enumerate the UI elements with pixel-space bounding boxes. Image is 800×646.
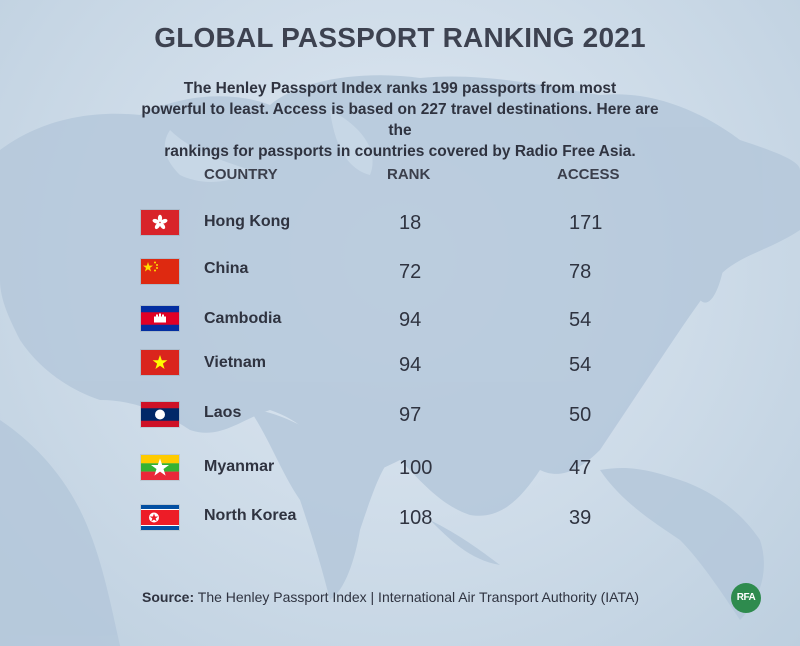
access-value: 54 bbox=[569, 309, 592, 331]
table-row: Myanmar 100 47 bbox=[0, 455, 800, 495]
country-name: Laos bbox=[204, 404, 242, 421]
source-credit: Source: The Henley Passport Index | Inte… bbox=[142, 589, 639, 605]
table-row: Vietnam 94 54 bbox=[0, 350, 800, 390]
intro-line: The Henley Passport Index ranks 199 pass… bbox=[183, 80, 617, 97]
country-name: China bbox=[204, 260, 249, 277]
access-value: 39 bbox=[569, 507, 592, 529]
rfa-logo: RFA bbox=[731, 583, 761, 613]
access-value: 50 bbox=[569, 404, 592, 426]
rank-value: 97 bbox=[399, 404, 422, 426]
country-name: Vietnam bbox=[204, 354, 266, 371]
country-name: North Korea bbox=[204, 507, 297, 524]
rank-value: 100 bbox=[399, 457, 433, 479]
rank-value: 108 bbox=[399, 507, 433, 529]
table-row: Laos 97 50 bbox=[0, 402, 800, 442]
laos-flag-icon bbox=[141, 402, 179, 427]
intro-line: powerful to least. Access is based on 22… bbox=[141, 101, 659, 139]
page-title: GLOBAL PASSPORT RANKING 2021 bbox=[154, 22, 646, 53]
intro-text: The Henley Passport Index ranks 199 pass… bbox=[130, 78, 670, 162]
header-access: ACCESS bbox=[557, 166, 620, 183]
access-value: 171 bbox=[569, 212, 603, 234]
header-country: COUNTRY bbox=[204, 166, 278, 183]
country-name: Cambodia bbox=[204, 310, 282, 327]
source-text: The Henley Passport Index | Internationa… bbox=[197, 589, 639, 605]
country-name: Hong Kong bbox=[204, 213, 291, 230]
access-value: 47 bbox=[569, 457, 592, 479]
rank-value: 18 bbox=[399, 212, 422, 234]
header-rank: RANK bbox=[387, 166, 431, 183]
intro-line: rankings for passports in countries cove… bbox=[164, 143, 636, 160]
rank-value: 94 bbox=[399, 309, 422, 331]
vietnam-flag-icon bbox=[141, 350, 179, 375]
source-label: Source: bbox=[142, 589, 195, 605]
rank-value: 94 bbox=[399, 354, 422, 376]
myanmar-flag-icon bbox=[141, 455, 179, 480]
table-row: Cambodia 94 54 bbox=[0, 306, 800, 346]
table-row: North Korea 108 39 bbox=[0, 504, 800, 544]
access-value: 78 bbox=[569, 261, 592, 283]
hong-kong-flag-icon bbox=[141, 210, 179, 235]
country-name: Myanmar bbox=[204, 458, 275, 475]
north-korea-flag-icon bbox=[141, 505, 179, 530]
table-row: Hong Kong 18 171 bbox=[0, 208, 800, 248]
rank-value: 72 bbox=[399, 261, 422, 283]
cambodia-flag-icon bbox=[141, 306, 179, 331]
access-value: 54 bbox=[569, 354, 592, 376]
table-row: China 72 78 bbox=[0, 257, 800, 297]
china-flag-icon bbox=[141, 259, 179, 284]
